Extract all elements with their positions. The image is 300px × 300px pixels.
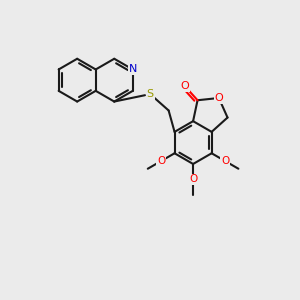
Text: O: O bbox=[189, 174, 197, 184]
Text: O: O bbox=[180, 81, 189, 91]
Text: N: N bbox=[129, 64, 137, 74]
Text: O: O bbox=[214, 93, 223, 103]
Text: O: O bbox=[221, 156, 229, 166]
Text: S: S bbox=[147, 89, 154, 99]
Text: O: O bbox=[157, 156, 165, 166]
